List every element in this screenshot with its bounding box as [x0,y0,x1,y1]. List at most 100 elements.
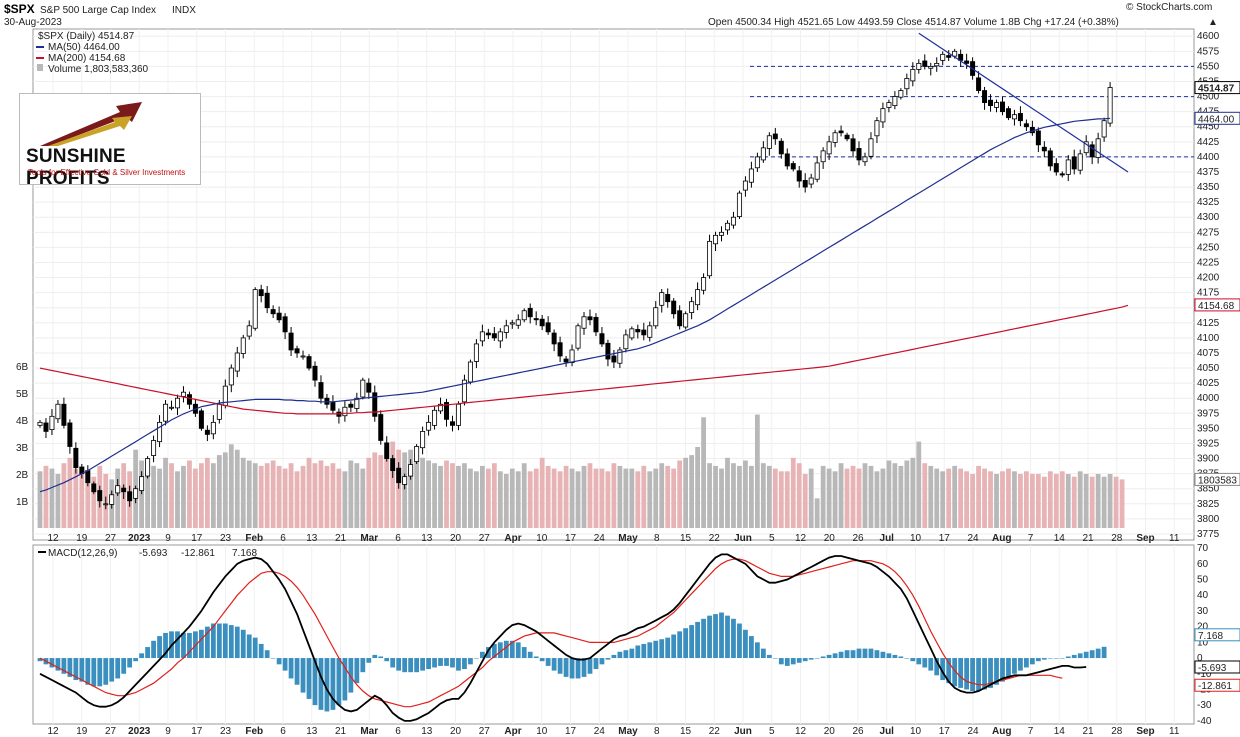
volume-bar [545,465,551,528]
macd-histogram-bar [91,658,97,687]
volume-bar [581,465,587,528]
macd-line [39,553,1087,722]
candle-body [121,487,127,493]
volume-tick-label: 2B [16,470,29,481]
macd-histogram-bar [802,658,808,662]
candle-body [653,307,659,327]
x-tick-label: 5 [769,533,775,544]
candle-body [826,141,832,155]
candle-body [892,96,898,107]
macd-histogram-bar [1053,658,1059,659]
volume-bar [838,463,844,528]
y-tick-label: 4400 [1197,152,1220,163]
candle-body [67,422,73,447]
macd-histogram-bar [79,658,85,682]
candle-body [109,494,115,505]
candle-body [814,162,820,180]
macd-histogram-bar [1047,658,1053,659]
x-tick-label-macd: 11 [1169,726,1180,737]
x-tick-label-macd: 10 [910,726,922,737]
x-tick-label: 19 [76,533,88,544]
macd-histogram-bar [503,640,509,659]
volume-bar [629,468,635,528]
macd-histogram-bar [677,631,683,659]
candle-body [396,467,402,484]
volume-bar [958,468,964,528]
macd-histogram-bar [97,658,103,687]
macd-histogram-bar [151,640,156,659]
candle-body [300,355,306,358]
volume-bar [462,463,467,528]
x-tick-label-macd: 19 [76,726,88,737]
macd-histogram-bar [348,658,354,693]
volume-bar [533,468,539,528]
candle-body [306,356,312,369]
candle-body [647,325,653,338]
volume-bar [754,414,760,528]
sunshine-profits-logo: SUNSHINE PROFITS Tools for Effective Gol… [19,93,201,189]
volume-bar [701,417,706,528]
macd-histogram-bar [928,658,934,671]
volume-bar [707,463,712,528]
candle-body [1071,156,1077,170]
macd-histogram-bar [1065,656,1071,659]
volume-bar [342,471,348,528]
volume-bar [1024,471,1029,528]
volume-bar [270,460,276,528]
volume-bar [826,468,832,528]
candle-body [61,403,67,426]
candle-body [677,310,683,327]
macd-histogram-bar [163,632,168,659]
volume-bar [934,468,940,528]
x-tick-label-macd: 2023 [128,726,151,737]
x-tick-label-macd: 17 [939,726,951,737]
volume-bar [569,468,575,528]
x-tick-label: 6 [395,533,401,544]
candle-body [491,333,497,339]
candle-body [246,325,252,337]
candle-body [521,310,527,321]
volume-tick-label: 4B [16,416,29,427]
volume-bar [216,455,222,528]
volume-bar [330,463,336,528]
macd-histogram-bar [898,656,904,659]
macd-panel [32,544,1195,725]
volume-bar [1083,474,1089,528]
macd-histogram-bar [199,629,204,659]
candle-body [169,406,175,409]
macd-histogram-bar [216,623,222,659]
macd-histogram-bar [778,658,784,665]
volume-bar [204,457,210,528]
x-tick-label: 22 [709,533,721,544]
macd-histogram-bar [754,642,760,659]
macd-histogram-bar [796,658,802,663]
x-tick-label: 27 [479,533,491,544]
volume-bar [37,471,43,528]
volume-bar [497,471,503,528]
volume-bar [199,463,204,528]
volume-bar [868,465,874,528]
macd-histogram-bar [671,634,677,659]
y-tick-label: 4425 [1197,137,1220,148]
candle-body [772,133,778,140]
volume-bar [814,498,820,528]
candle-body [886,102,892,108]
y-tick-label: 3900 [1197,454,1220,465]
volume-bar [695,447,700,528]
volume-bar [318,460,324,528]
macd-histogram-bar [593,658,599,670]
macd-histogram-bar [916,658,922,665]
y-tick-label: 4375 [1197,167,1220,178]
volume-bar [468,468,473,528]
candle-body [258,289,264,297]
macd-histogram-bar [312,658,318,706]
macd-histogram-bar [294,658,300,685]
x-tick-label-macd: Jun [734,726,752,737]
volume-bar [820,465,826,528]
volume-bar [1101,476,1107,528]
candle-body [724,222,730,231]
macd-histogram-bar [157,636,162,659]
volume-bar [1113,476,1119,528]
macd-histogram-bar [485,647,491,659]
